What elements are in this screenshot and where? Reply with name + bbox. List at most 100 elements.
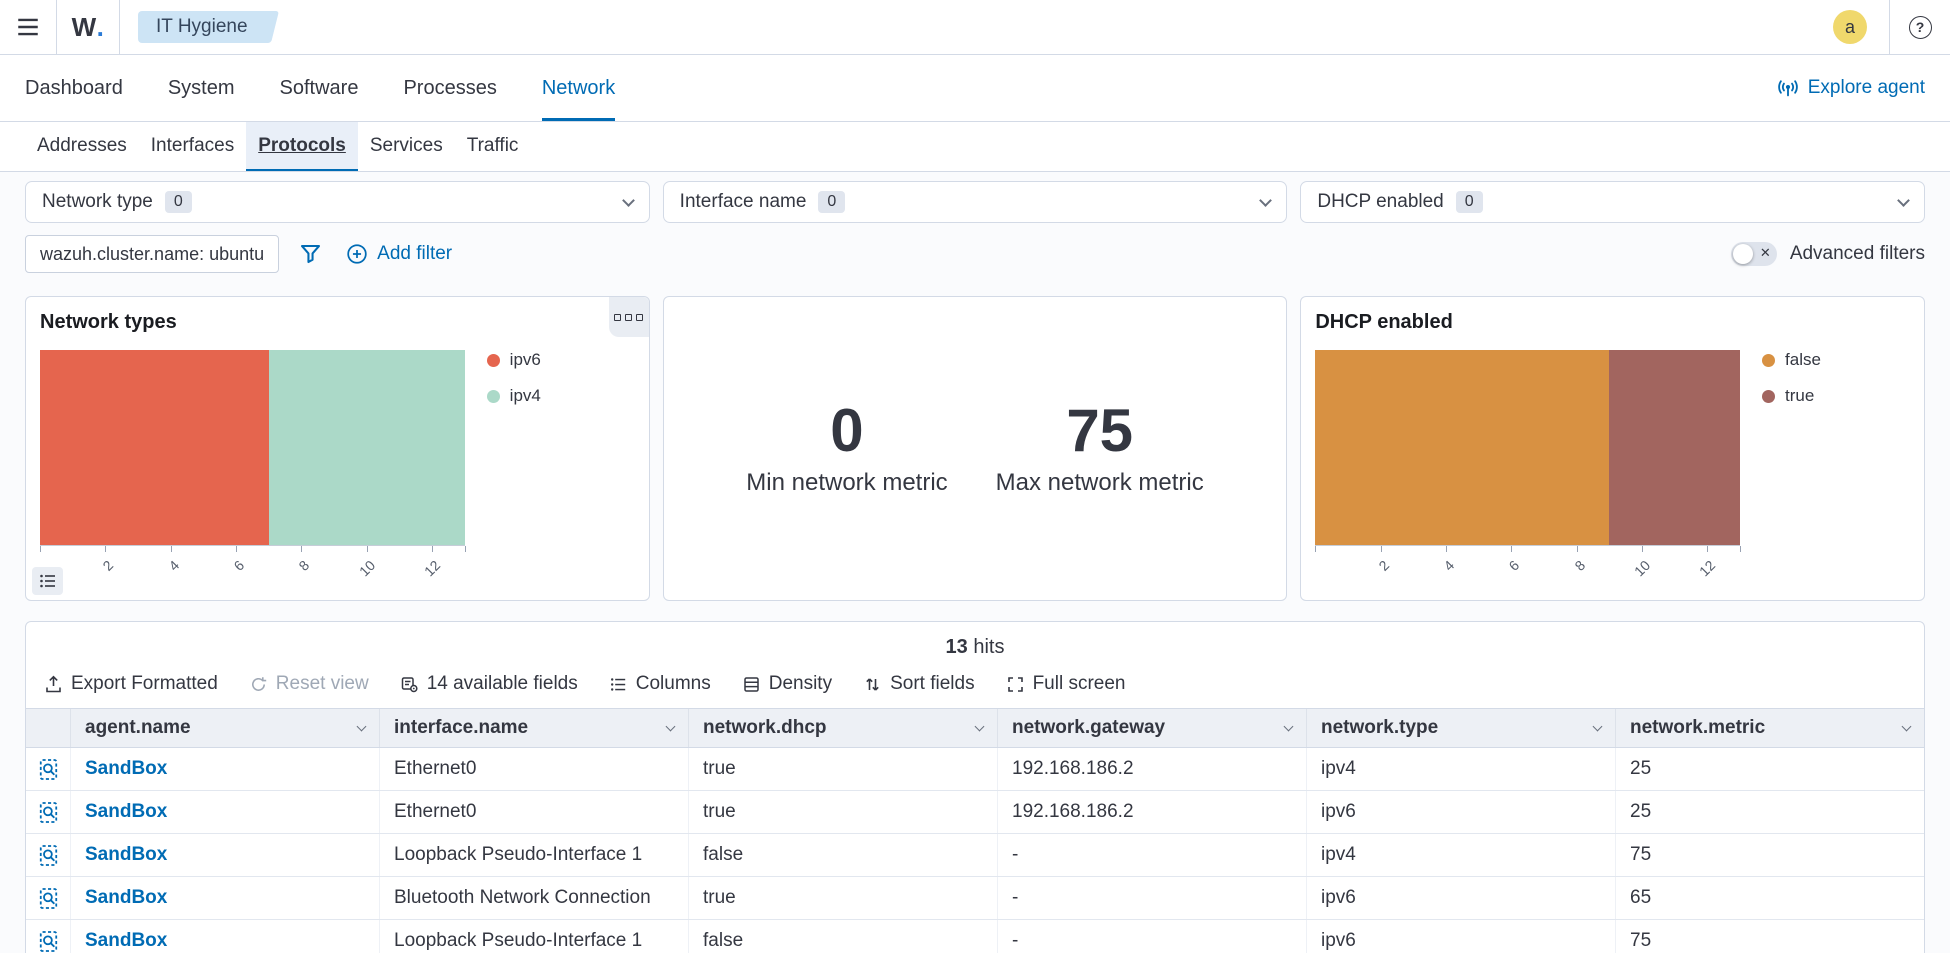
axis-tick [367, 546, 368, 552]
axis-tick [1707, 546, 1708, 552]
add-filter-label: Add filter [377, 243, 452, 265]
help-icon: ? [1909, 16, 1932, 39]
column-header-network-type[interactable]: network.type [1306, 709, 1615, 747]
explore-agent-label: Explore agent [1808, 77, 1925, 99]
table-cell: ipv4 [1306, 834, 1615, 876]
legend-dot [487, 390, 500, 403]
toolbar-label: Full screen [1033, 673, 1126, 695]
top-bar: W. IT Hygiene a ? [0, 0, 1950, 55]
table-cell: Loopback Pseudo-Interface 1 [379, 834, 688, 876]
inspect-document-button[interactable] [26, 920, 70, 953]
toggle-off-icon: ✕ [1760, 245, 1771, 261]
help-button[interactable]: ? [1890, 0, 1950, 54]
legend-item-false[interactable]: false [1762, 350, 1910, 370]
sub-tabs: Addresses Interfaces Protocols Services … [0, 122, 1950, 172]
tab-system[interactable]: System [168, 55, 235, 121]
chevron-down-icon [1593, 722, 1603, 732]
bar-segment-true[interactable] [1609, 350, 1740, 545]
menu-button[interactable] [0, 0, 56, 54]
network-metric-panel: 0 Min network metric 75 Max network metr… [663, 296, 1288, 601]
column-header-network-metric[interactable]: network.metric [1615, 709, 1924, 747]
tab-network[interactable]: Network [542, 55, 615, 121]
explore-agent-button[interactable]: Explore agent [1777, 55, 1925, 121]
legend-toggle-button[interactable] [32, 567, 63, 595]
sort-fields-button[interactable]: Sort fields [863, 673, 974, 695]
full-screen-button[interactable]: Full screen [1006, 673, 1126, 695]
inspect-document-button[interactable] [26, 748, 70, 790]
agent-name-link[interactable]: SandBox [70, 920, 379, 953]
axis-tick-label: 2 [1375, 557, 1392, 574]
subtab-interfaces[interactable]: Interfaces [139, 122, 246, 171]
inspect-document-button[interactable] [26, 791, 70, 833]
axis-tick [1577, 546, 1578, 552]
available-fields-button[interactable]: 14 available fields [400, 673, 578, 695]
inspect-document-button[interactable] [26, 877, 70, 919]
control-column-header [26, 709, 70, 747]
column-header-network-gateway[interactable]: network.gateway [997, 709, 1306, 747]
agent-name-link[interactable]: SandBox [70, 748, 379, 790]
table-cell: false [688, 920, 997, 953]
agent-name-link[interactable]: SandBox [70, 877, 379, 919]
legend-label: ipv4 [510, 386, 541, 406]
subtab-traffic[interactable]: Traffic [455, 122, 531, 171]
column-header-network-dhcp[interactable]: network.dhcp [688, 709, 997, 747]
axis-tick [1511, 546, 1512, 552]
panel-options-button[interactable] [609, 297, 649, 337]
agent-name-link[interactable]: SandBox [70, 791, 379, 833]
legend-dot [1762, 354, 1775, 367]
chart: 24681012 ipv6ipv4 [40, 350, 635, 587]
tab-dashboard[interactable]: Dashboard [25, 55, 123, 121]
filter-pill-cluster-name[interactable]: wazuh.cluster.name: ubuntu [25, 235, 279, 273]
bar-segment-ipv4[interactable] [269, 350, 465, 545]
legend-item-true[interactable]: true [1762, 386, 1910, 406]
interface-name-select[interactable]: Interface name 0 [663, 181, 1288, 223]
list-icon [39, 573, 57, 589]
tab-processes[interactable]: Processes [403, 55, 496, 121]
chevron-down-icon [1897, 194, 1910, 207]
filter-options-button[interactable] [299, 243, 322, 266]
table-cell: - [997, 877, 1306, 919]
table-cell: Bluetooth Network Connection [379, 877, 688, 919]
dhcp-enabled-select[interactable]: DHCP enabled 0 [1300, 181, 1925, 223]
axis-tick [1315, 546, 1316, 552]
density-button[interactable]: Density [742, 673, 832, 695]
subtab-addresses[interactable]: Addresses [25, 122, 139, 171]
filter-selects: Network type 0 Interface name 0 DHCP ena… [25, 181, 1925, 223]
breadcrumb-label: IT Hygiene [156, 16, 248, 38]
subtab-services[interactable]: Services [358, 122, 455, 171]
network-type-select[interactable]: Network type 0 [25, 181, 650, 223]
axis-tick-label: 2 [100, 557, 117, 574]
columns-button[interactable]: Columns [609, 673, 711, 695]
table-cell: 25 [1615, 748, 1924, 790]
legend-item-ipv4[interactable]: ipv4 [487, 386, 635, 406]
hits-number: 13 [946, 636, 968, 658]
filter-bar: wazuh.cluster.name: ubuntu Add filter ✕ … [25, 234, 1925, 274]
export-formatted-button[interactable]: Export Formatted [44, 673, 218, 695]
bar-chart: 24681012 [1315, 350, 1740, 587]
toolbar-label: Sort fields [890, 673, 974, 695]
results-panel: 13 hits Export Formatted Reset view [25, 621, 1925, 953]
axis-tick-label: 10 [356, 557, 378, 579]
subtab-protocols[interactable]: Protocols [246, 122, 358, 171]
advanced-filters-toggle[interactable]: ✕ [1731, 242, 1777, 266]
column-header-agent-name[interactable]: agent.name [70, 709, 379, 747]
column-header-interface-name[interactable]: interface.name [379, 709, 688, 747]
chart-legend: false true [1740, 350, 1910, 587]
options-icon [614, 314, 621, 321]
reset-view-button[interactable]: Reset view [249, 673, 369, 695]
refresh-icon [249, 675, 268, 694]
x-axis: 24681012 [1315, 545, 1740, 587]
bar-segment-ipv6[interactable] [40, 350, 269, 545]
app-logo[interactable]: W. [57, 0, 119, 54]
axis-tick [465, 546, 466, 552]
axis-tick [1446, 546, 1447, 552]
legend-item-ipv6[interactable]: ipv6 [487, 350, 635, 370]
agent-name-link[interactable]: SandBox [70, 834, 379, 876]
inspect-document-button[interactable] [26, 834, 70, 876]
avatar[interactable]: a [1833, 10, 1867, 44]
bar-segment-false[interactable] [1315, 350, 1609, 545]
tab-software[interactable]: Software [280, 55, 359, 121]
add-filter-button[interactable]: Add filter [346, 243, 452, 265]
breadcrumb-app-tag[interactable]: IT Hygiene [138, 11, 266, 43]
table-cell: Ethernet0 [379, 748, 688, 790]
